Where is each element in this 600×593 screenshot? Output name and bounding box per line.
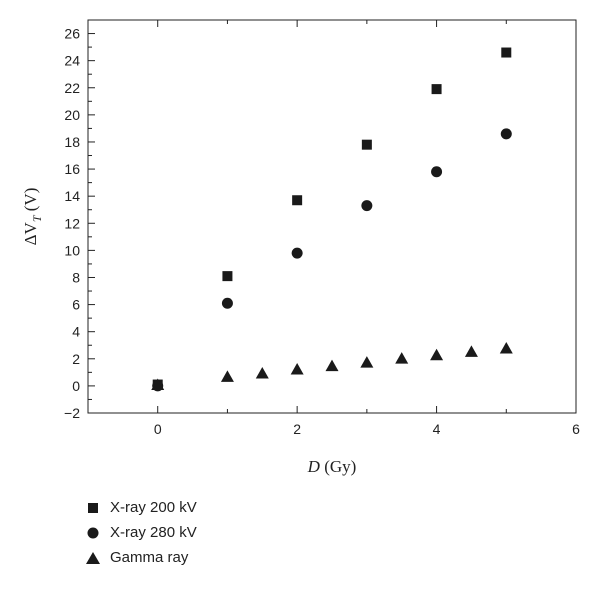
triangle-data-point [220, 370, 234, 382]
y-tick-label: 6 [72, 297, 80, 313]
y-tick-label: 14 [64, 188, 80, 204]
triangle-data-point [255, 367, 269, 379]
y-tick-label: 2 [72, 351, 80, 367]
legend-item-x-ray-280: X-ray 280 kV [82, 520, 197, 545]
triangle-marker-icon [82, 551, 104, 564]
square-data-point [501, 47, 512, 58]
triangle-data-point [430, 348, 444, 361]
x-axis-title-unit: (Gy) [320, 457, 356, 476]
circle-data-point [221, 297, 233, 309]
y-axis-title: ΔVT (V) [21, 188, 44, 246]
x-axis-title-var: D [307, 457, 321, 476]
x-tick-label: 0 [154, 421, 162, 437]
y-tick-label: 26 [64, 26, 80, 42]
y-tick-label: 12 [64, 215, 80, 231]
y-tick-label: 8 [72, 269, 80, 285]
y-tick-label: 10 [64, 242, 80, 258]
triangle-data-point [395, 352, 409, 364]
circle-data-point [431, 166, 443, 178]
circle-data-point [291, 247, 303, 259]
legend-item-gamma-ray: Gamma ray [82, 545, 197, 570]
circle-data-point [361, 200, 373, 212]
y-axis-title-sub: T [30, 214, 44, 222]
triangle-data-point [290, 362, 304, 375]
y-axis-title-var: ΔV [21, 221, 40, 245]
circle-data-point [500, 128, 512, 140]
y-tick-label: 16 [64, 161, 80, 177]
y-tick-label: 18 [64, 134, 80, 150]
x-axis-ticks: 0 2 4 6 [87, 20, 580, 437]
legend-label: X-ray 280 kV [110, 524, 197, 541]
x-tick-label: 4 [433, 421, 441, 437]
y-tick-label: 24 [64, 53, 80, 69]
y-axis-title-unit: (V) [21, 188, 40, 216]
x-tick-label: 6 [572, 421, 580, 437]
triangle-data-point [360, 356, 374, 368]
square-data-point [361, 139, 372, 150]
triangle-data-point [499, 341, 513, 354]
y-tick-label: 0 [72, 378, 80, 394]
data-points [151, 47, 513, 392]
plot-frame [87, 19, 577, 414]
triangle-data-point [464, 345, 478, 357]
y-tick-label: −2 [64, 405, 80, 421]
legend-item-x-ray-200: X-ray 200 kV [82, 495, 197, 520]
circle-marker-icon [82, 527, 104, 539]
plot-border [87, 19, 577, 414]
legend: X-ray 200 kV X-ray 280 kV Gamma ray [82, 495, 197, 570]
x-tick-label: 2 [293, 421, 301, 437]
y-tick-label: 22 [64, 80, 80, 96]
legend-label: X-ray 200 kV [110, 499, 197, 516]
square-data-point [431, 84, 442, 95]
y-tick-label: 20 [64, 107, 80, 123]
square-data-point [222, 271, 233, 282]
square-data-point [292, 195, 303, 206]
legend-label: Gamma ray [110, 549, 189, 566]
triangle-data-point [325, 359, 339, 372]
x-axis-title: D (Gy) [307, 457, 357, 476]
square-marker-icon [82, 502, 104, 514]
y-tick-label: 4 [72, 324, 80, 340]
triangle-data-point [151, 378, 165, 391]
